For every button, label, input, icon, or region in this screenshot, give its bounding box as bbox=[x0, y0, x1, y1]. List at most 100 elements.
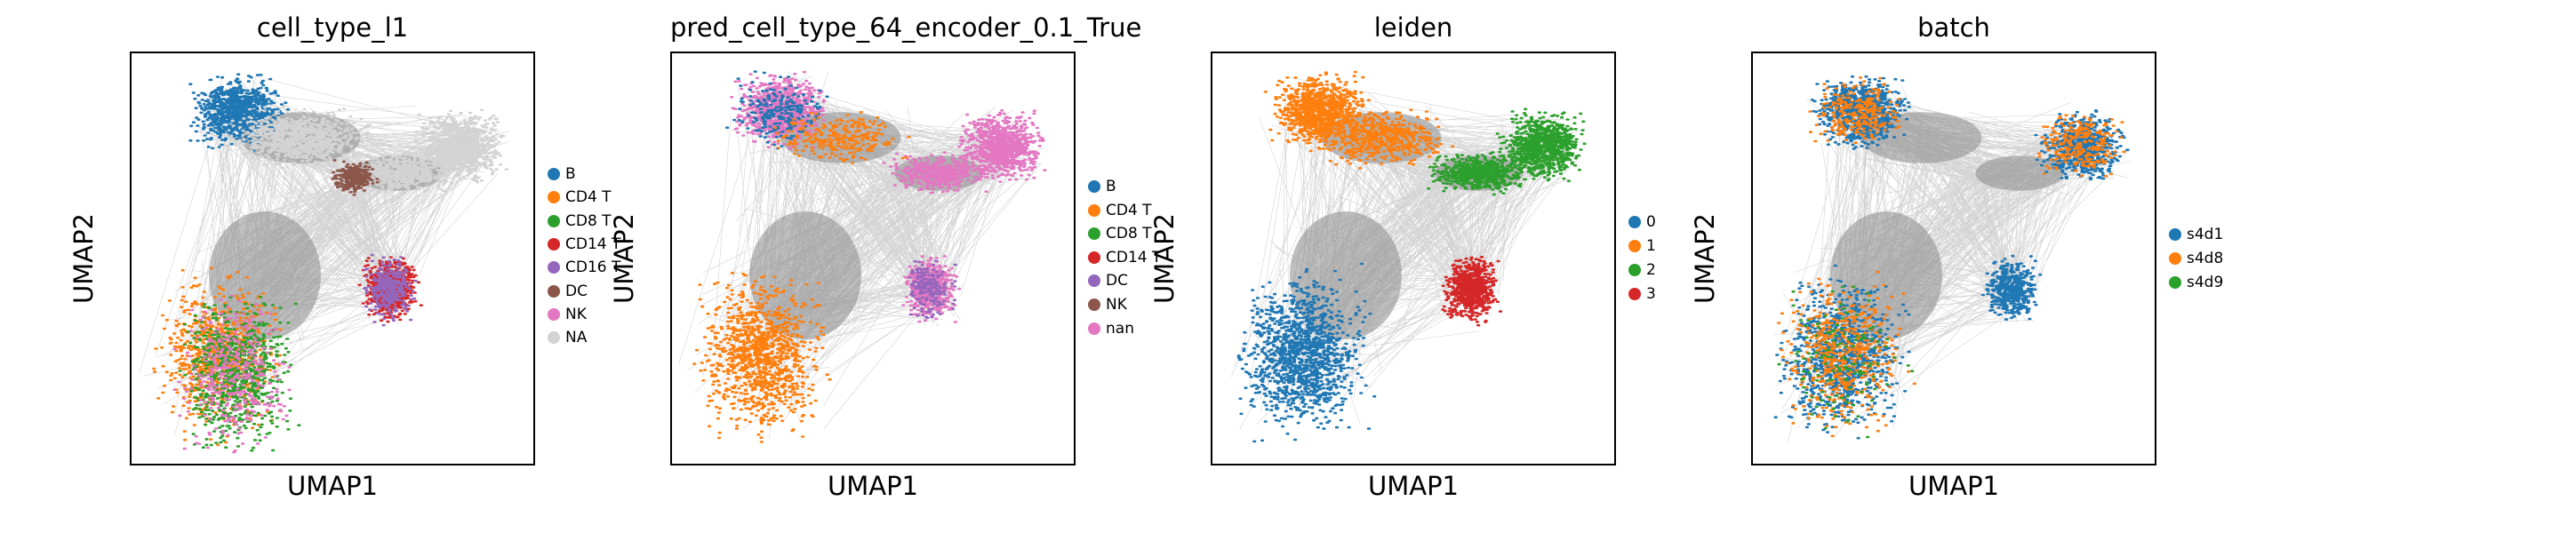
legend-item: CD4 T bbox=[548, 188, 612, 206]
cell-cluster-points bbox=[331, 159, 380, 196]
y-axis-label: UMAP2 bbox=[1149, 212, 1180, 305]
legend-label: 2 bbox=[1646, 261, 1656, 279]
legend-label: 3 bbox=[1646, 285, 1656, 303]
plot-area bbox=[1751, 52, 2156, 465]
cell-cluster-points bbox=[1777, 76, 2126, 438]
legend-marker bbox=[1088, 322, 1100, 335]
legend-item: CD16 T bbox=[548, 259, 620, 276]
legend-item: CD14 T bbox=[548, 235, 620, 253]
legend-label: CD4 T bbox=[565, 188, 612, 207]
plot-area bbox=[130, 52, 535, 465]
legend-item: nan bbox=[1088, 320, 1134, 338]
legend-label: DC bbox=[565, 282, 588, 300]
legend-label: s4d1 bbox=[2187, 226, 2224, 243]
umap-scatter bbox=[139, 73, 509, 454]
legend-item: CD8 T bbox=[548, 212, 612, 230]
umap-scatter bbox=[1230, 70, 1587, 443]
legend-label: NK bbox=[1106, 296, 1127, 314]
cell-cluster-points bbox=[172, 294, 292, 454]
y-axis-label: UMAP2 bbox=[1690, 212, 1720, 305]
legend-item: DC bbox=[548, 282, 588, 300]
legend-marker bbox=[548, 331, 560, 345]
legend-marker bbox=[1628, 216, 1641, 228]
cell-points bbox=[1236, 70, 1587, 443]
plot-area bbox=[1211, 52, 1616, 465]
legend-marker bbox=[1088, 274, 1100, 288]
x-axis-label: UMAP1 bbox=[1367, 471, 1460, 501]
legend-marker bbox=[548, 307, 560, 321]
legend-marker bbox=[1628, 264, 1641, 276]
legend-label: DC bbox=[1106, 272, 1128, 290]
cell-cluster-points bbox=[1777, 285, 1915, 439]
legend-label: CD8 T bbox=[565, 211, 612, 230]
legend-label: CD16 T bbox=[565, 259, 621, 277]
legend-marker bbox=[548, 214, 560, 227]
legend-marker bbox=[548, 191, 560, 204]
legend-item: NA bbox=[548, 329, 587, 346]
cell-points bbox=[692, 70, 1047, 443]
legend-item: CD8 T bbox=[1088, 225, 1152, 243]
legend-item: s4d1 bbox=[2169, 226, 2223, 243]
umap-panel-cell-type-l1: cell_type_l1 UMAP1 UMAP2 B CD4 T CD8 T CD14… bbox=[68, 0, 681, 533]
x-axis-label: UMAP1 bbox=[1908, 471, 2000, 501]
legend-marker bbox=[2169, 252, 2181, 265]
cell-cluster-points bbox=[1427, 107, 1587, 196]
legend-marker bbox=[1088, 180, 1100, 193]
cell-cluster-points bbox=[692, 111, 911, 443]
cell-cluster-points bbox=[725, 70, 829, 150]
umap-panel-leiden: leiden UMAP1 UMAP2 0 1 2 3 bbox=[1149, 0, 1762, 533]
legend-label: CD4 T bbox=[1106, 201, 1152, 219]
umap-scatter bbox=[678, 70, 1047, 443]
legend-marker bbox=[1628, 288, 1641, 300]
cell-cluster-points bbox=[908, 259, 957, 320]
legend-marker bbox=[548, 284, 560, 298]
cell-points bbox=[152, 73, 508, 454]
legend-label: CD14 T bbox=[565, 235, 621, 253]
legend-item: CD14 T bbox=[1088, 249, 1161, 266]
edge-density bbox=[749, 211, 861, 339]
x-axis-label: UMAP1 bbox=[286, 471, 379, 501]
legend-item: 3 bbox=[1628, 285, 1656, 303]
chart-title: cell_type_l1 bbox=[256, 12, 409, 43]
umap-panel-batch: batch UMAP1 UMAP2 s4d1 s4d8 s4d9 bbox=[1690, 0, 2302, 533]
chart-title: leiden bbox=[1373, 12, 1453, 43]
cell-points bbox=[1773, 75, 2130, 440]
legend-item: CD4 T bbox=[1088, 202, 1152, 219]
legend-item: 2 bbox=[1628, 261, 1656, 279]
legend-item: B bbox=[548, 165, 576, 183]
legend-label: 1 bbox=[1646, 237, 1656, 255]
legend-label: 0 bbox=[1646, 213, 1656, 231]
legend-label: B bbox=[1106, 178, 1116, 195]
legend-marker bbox=[1088, 227, 1100, 241]
legend-marker bbox=[1088, 203, 1100, 217]
cell-cluster-points bbox=[188, 73, 291, 152]
edge-density bbox=[1975, 155, 2064, 191]
cell-cluster-points bbox=[1441, 256, 1502, 327]
legend-label: s4d9 bbox=[2187, 274, 2224, 291]
legend-item: NK bbox=[548, 306, 587, 323]
cell-cluster-points bbox=[1236, 262, 1377, 443]
legend-item: DC bbox=[1088, 272, 1128, 290]
chart-title: batch bbox=[1917, 12, 1990, 43]
legend-marker bbox=[1628, 240, 1641, 252]
legend-item: 0 bbox=[1628, 213, 1656, 231]
legend-label: CD8 T bbox=[1106, 225, 1152, 243]
edge-density bbox=[209, 211, 321, 339]
edge-density bbox=[1830, 211, 1942, 339]
y-axis-label: UMAP2 bbox=[609, 212, 639, 305]
chart-title: pred_cell_type_64_encoder_0.1_True bbox=[670, 12, 1142, 43]
cell-cluster-points bbox=[1263, 70, 1455, 170]
y-axis-label: UMAP2 bbox=[68, 212, 99, 305]
legend-label: NK bbox=[565, 305, 587, 323]
legend-label: s4d8 bbox=[2187, 250, 2224, 267]
cell-cluster-points bbox=[224, 105, 508, 193]
knn-edges bbox=[678, 71, 1045, 440]
legend-marker bbox=[1088, 251, 1100, 264]
umap-scatter bbox=[1773, 75, 2132, 443]
legend-marker bbox=[2169, 276, 2181, 289]
legend-item: NK bbox=[1088, 296, 1127, 314]
legend-label: NA bbox=[565, 329, 588, 347]
legend-item: s4d8 bbox=[2169, 250, 2223, 267]
legend-marker bbox=[2169, 228, 2181, 241]
legend-marker bbox=[548, 168, 560, 180]
